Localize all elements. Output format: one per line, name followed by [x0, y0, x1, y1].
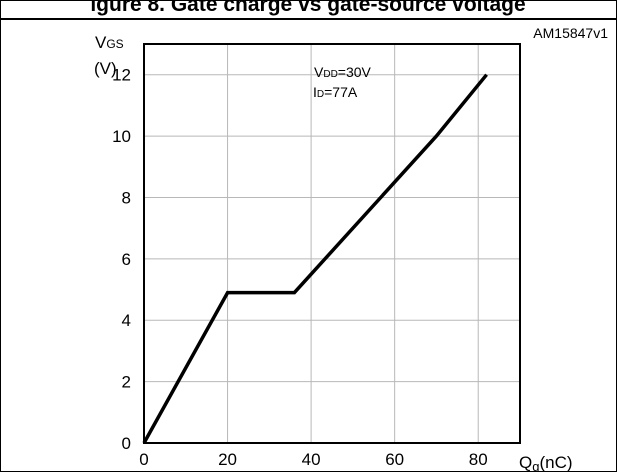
annotation-id-main: I — [313, 84, 317, 100]
x-axis-label-unit: (nC) — [539, 453, 572, 472]
y-axis-label-sub: GS — [106, 37, 123, 51]
x-axis-label-main: Q — [519, 453, 532, 472]
y-tick-label: 10 — [112, 127, 131, 146]
x-tick-label: 60 — [385, 450, 404, 469]
y-tick-label: 6 — [122, 250, 131, 269]
x-axis-label-sub: g — [532, 459, 539, 472]
plot-area: 0 2 4 6 8 10 12 0 20 40 60 80 — [112, 43, 521, 469]
x-tick-labels: 0 20 40 60 80 — [139, 450, 487, 469]
annotation-id-value: =77A — [324, 84, 358, 100]
annotation-vdd-value: =30V — [338, 64, 372, 80]
x-tick-label: 0 — [139, 450, 148, 469]
annotation-vdd-main: V — [314, 64, 324, 80]
x-tick-label: 20 — [218, 450, 237, 469]
annotation-id-sub: D — [317, 89, 324, 100]
annotation-vdd: VDD=30V — [314, 64, 372, 80]
figure-id: AM15847v1 — [533, 25, 608, 41]
x-axis-label: Qg(nC) — [519, 453, 573, 472]
y-axis-unit: (V) — [94, 59, 117, 78]
x-tick-label: 80 — [469, 450, 488, 469]
y-axis-label-main: V — [95, 33, 107, 52]
y-tick-labels: 0 2 4 6 8 10 12 — [112, 66, 131, 453]
y-tick-label: 4 — [122, 311, 131, 330]
y-tick-label: 12 — [112, 66, 131, 85]
y-tick-label: 2 — [122, 373, 131, 392]
y-tick-label: 0 — [122, 434, 131, 453]
annotation-id: ID=77A — [313, 84, 358, 100]
annotation-vdd-sub: DD — [323, 69, 337, 80]
y-axis-label: VGS — [95, 33, 124, 52]
figure-title: igure 8. Gate charge vs gate-source volt… — [90, 0, 525, 16]
plot-border — [143, 43, 521, 444]
series-line — [142, 73, 488, 444]
x-tick-label: 40 — [302, 450, 321, 469]
grid — [144, 44, 520, 443]
y-tick-label: 8 — [122, 188, 131, 207]
